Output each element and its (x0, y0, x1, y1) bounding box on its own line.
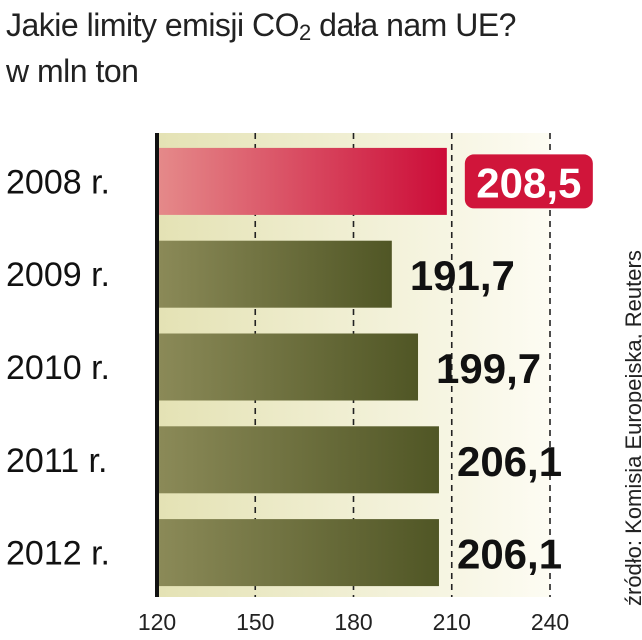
x-tick-label: 150 (236, 609, 274, 635)
title-text: Jakie limity emisji CO (6, 7, 300, 43)
category-label: 2009 r. (6, 256, 110, 294)
x-tick-label: 210 (433, 609, 471, 635)
value-label: 206,1 (457, 531, 562, 578)
title-text-end: dała nam UE? (310, 7, 516, 43)
bar-2008 (157, 147, 447, 215)
value-label: 206,1 (457, 438, 562, 485)
value-label: 199,7 (436, 345, 541, 392)
value-label-badge (464, 154, 593, 209)
x-tick-label: 180 (334, 609, 372, 635)
chart-title: Jakie limity emisji CO2 dała nam UE? w m… (6, 6, 516, 90)
bar-2009 (157, 240, 392, 308)
chart-subtitle: w mln ton (6, 53, 139, 89)
value-label: 191,7 (410, 252, 515, 299)
bar-2011 (157, 426, 439, 494)
bar-2010 (157, 333, 419, 401)
category-label: 2010 r. (6, 349, 110, 387)
category-label: 2008 r. (6, 163, 110, 201)
bar-2012 (157, 519, 439, 587)
source-note: źródło: Komisja Europejska, Reuters (621, 250, 642, 606)
category-label: 2011 r. (6, 442, 107, 480)
title-subscript: 2 (299, 20, 311, 45)
x-tick-label: 240 (531, 609, 569, 635)
value-label: 208,5 (476, 159, 581, 206)
category-label: 2012 r. (6, 535, 110, 573)
x-tick-label: 120 (138, 609, 176, 635)
